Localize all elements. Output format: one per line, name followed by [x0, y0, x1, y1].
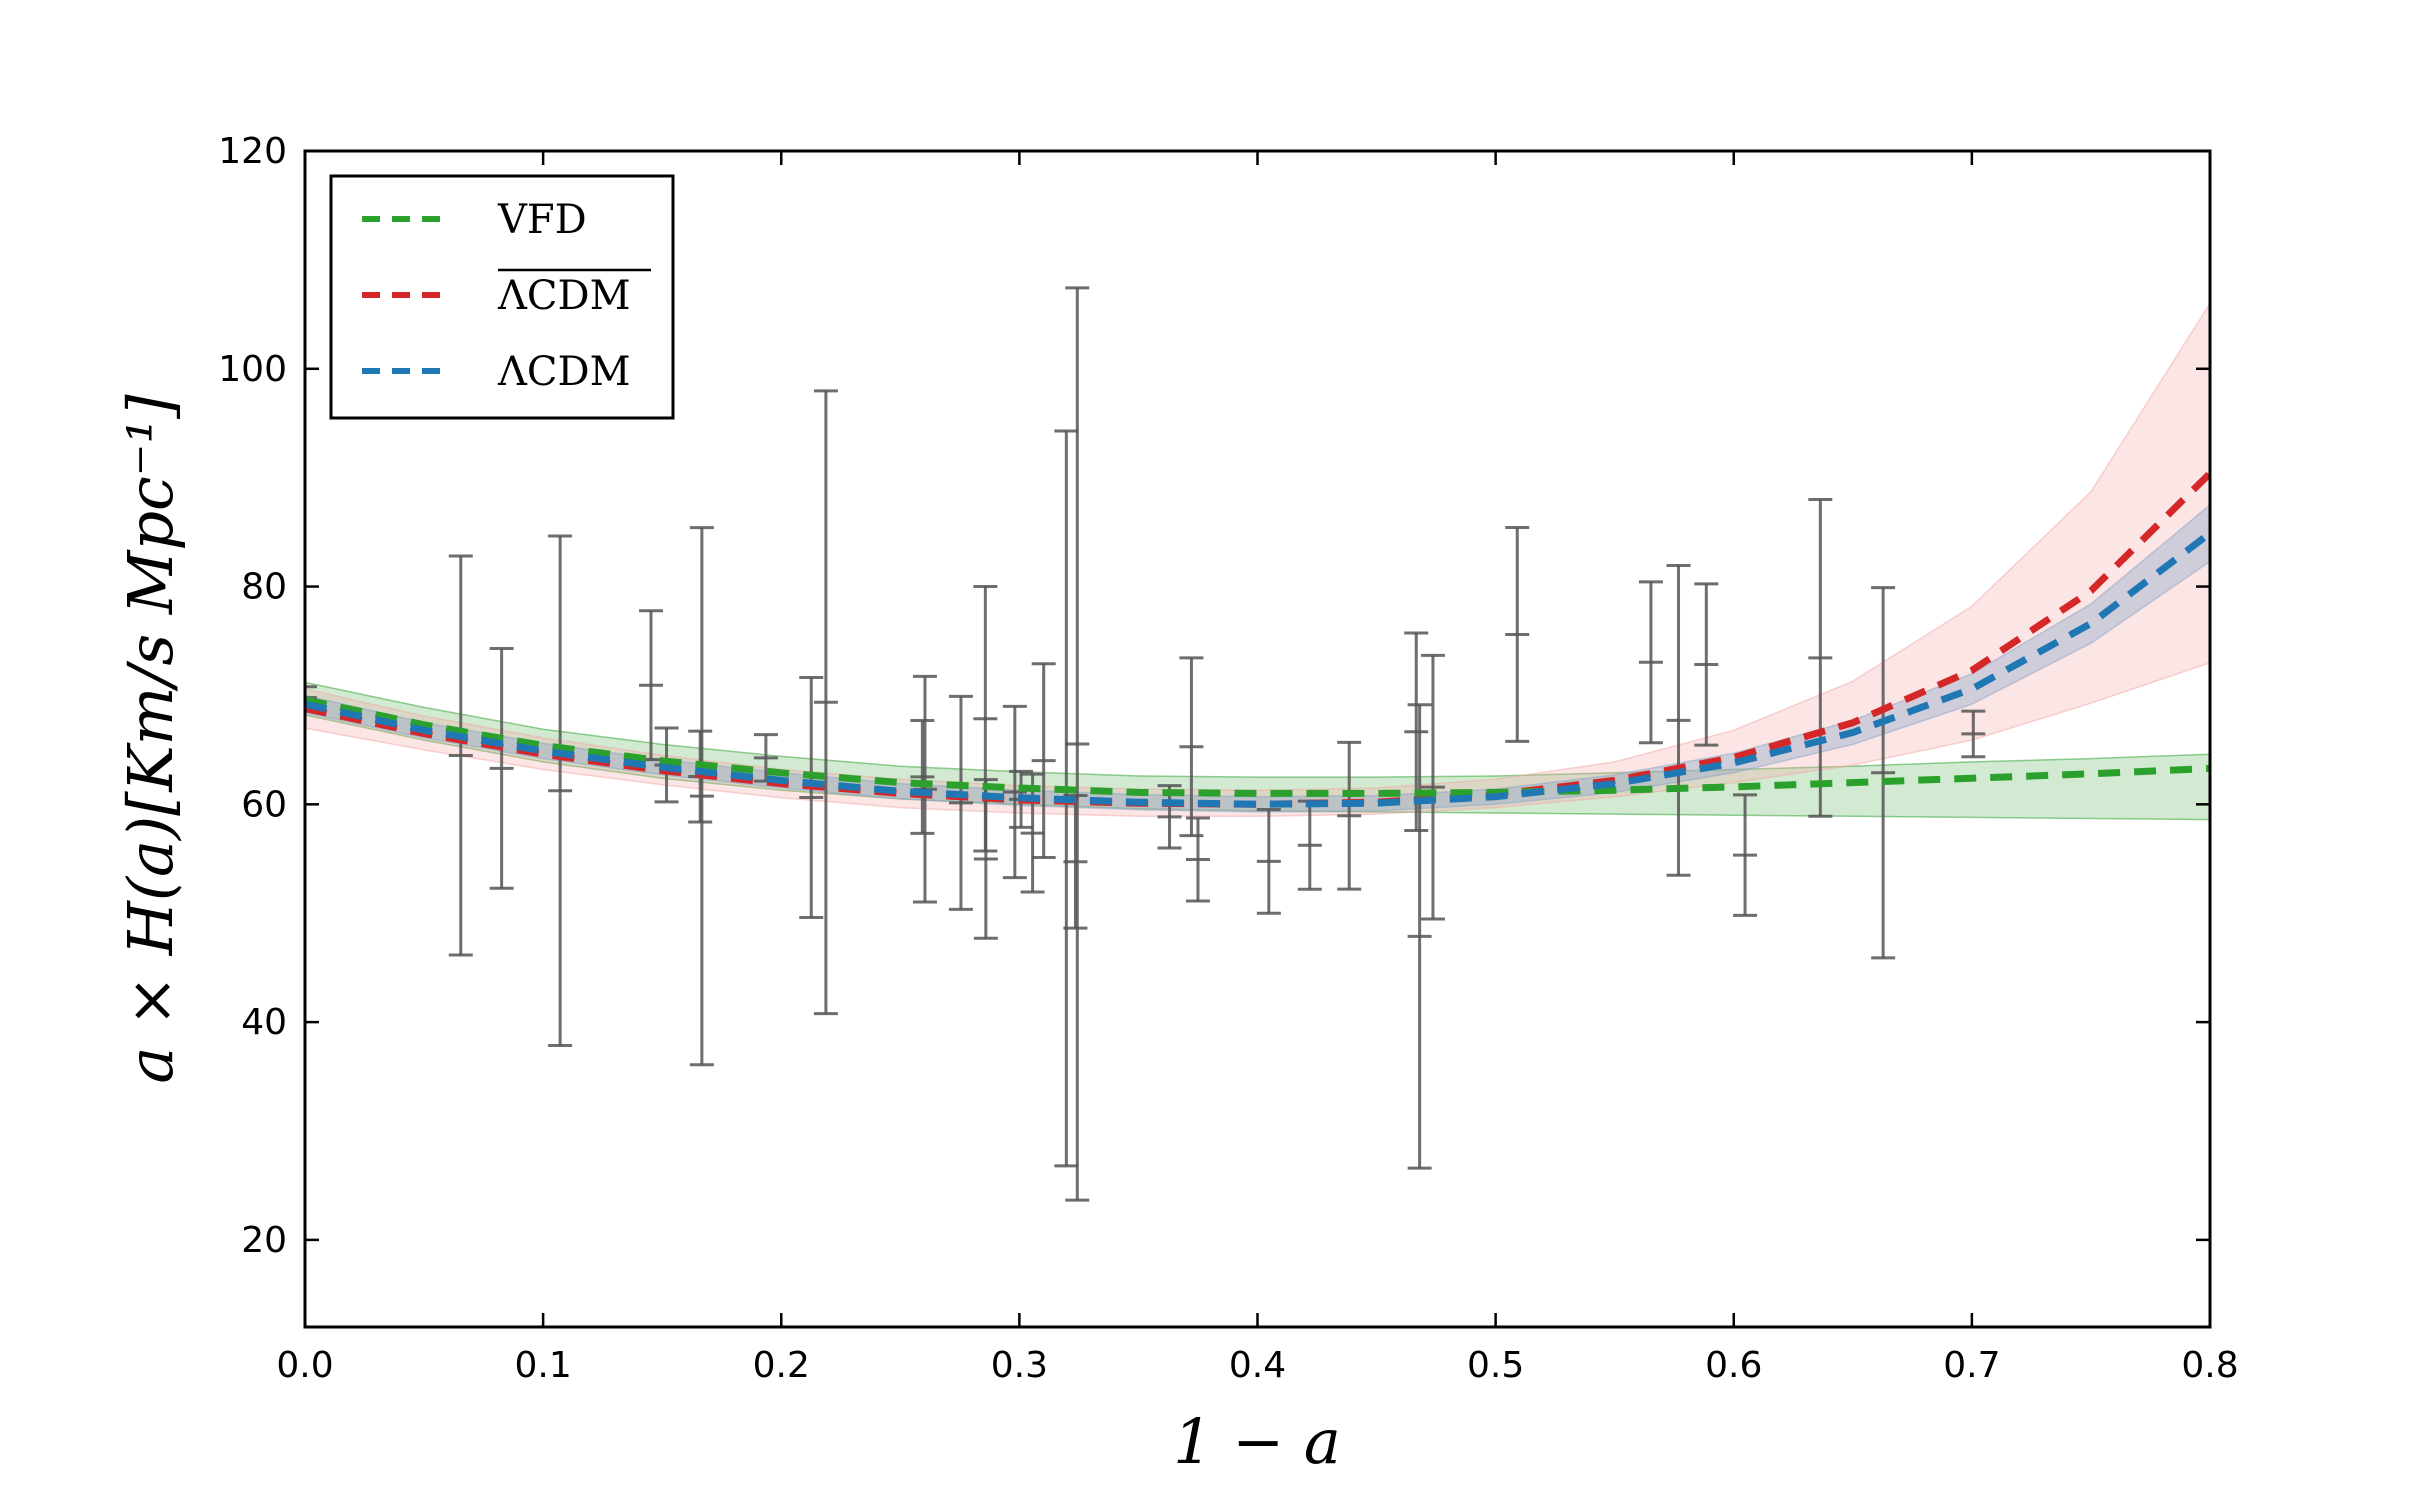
- x-tick-label: 0.7: [1943, 1345, 2000, 1386]
- x-tick-label: 0.0: [276, 1345, 333, 1386]
- error-bar-34: [1020, 772, 1045, 894]
- error-bar-22: [1407, 703, 1432, 1170]
- x-tick-label: 0.3: [991, 1345, 1048, 1386]
- error-bar-18: [1179, 656, 1204, 838]
- y-tick-label: 20: [241, 1220, 287, 1261]
- line-series-0: [305, 696, 2210, 797]
- error-bar-28: [1733, 793, 1758, 917]
- error-bar-19: [1256, 808, 1281, 915]
- x-tick-label: 0.8: [2181, 1345, 2238, 1386]
- legend-label-vfd: VFD: [497, 197, 587, 243]
- error-bar-30: [1871, 586, 1896, 960]
- error-bar-1: [489, 646, 514, 890]
- legend: VFD ΛCDM ΛCDM: [329, 174, 675, 420]
- error-bar-3: [638, 609, 663, 762]
- legend-label-lcdm-bar: ΛCDM: [497, 273, 631, 319]
- error-bar-13: [1002, 704, 1027, 880]
- series-lines: [305, 470, 2210, 808]
- x-tick-label: 0.1: [514, 1345, 571, 1386]
- x-tick-label: 0.2: [753, 1345, 810, 1386]
- y-tick-label: 40: [241, 1002, 287, 1043]
- y-tick-label: 120: [218, 131, 287, 172]
- error-bar-24: [1505, 526, 1530, 743]
- error-bar-14: [1031, 662, 1056, 860]
- error-bar-23: [1420, 653, 1445, 921]
- error-bar-20: [1337, 740, 1362, 891]
- legend-label-lcdm: ΛCDM: [497, 349, 631, 395]
- error-bar-8: [813, 389, 838, 1016]
- error-bar-0: [448, 554, 473, 957]
- error-bar-2: [548, 534, 573, 1047]
- error-bar-27: [1694, 582, 1719, 747]
- error-bar-32: [910, 718, 935, 835]
- error-bars: [305, 286, 1986, 1202]
- axis-ticks: 0.0 0.1 0.2 0.3 0.4 0.5 0.6 0.7 0.8 20 40 60 80 100 12…: [218, 131, 2238, 1386]
- x-tick-label: 0.4: [1229, 1345, 1286, 1386]
- error-bar-12: [973, 778, 998, 940]
- error-bar-10: [948, 694, 973, 911]
- x-tick-label: 0.6: [1705, 1345, 1762, 1386]
- error-bar-16: [1063, 793, 1088, 930]
- band-series-2: [305, 503, 2210, 813]
- line-series-2: [305, 530, 2210, 808]
- y-axis-label: a × H(a)[Km/s Mpc⁻¹]: [114, 394, 187, 1084]
- error-bar-6: [689, 526, 714, 1067]
- error-bar-17: [1065, 286, 1090, 1202]
- y-tick-label: 60: [241, 784, 287, 825]
- error-bar-25: [1638, 580, 1663, 745]
- error-bar-29: [1808, 497, 1833, 818]
- band-series-1: [305, 301, 2210, 818]
- error-bar-26: [1666, 564, 1691, 877]
- y-tick-label: 100: [218, 349, 287, 390]
- legend-frame: [329, 174, 675, 420]
- x-axis-label: 1 − a: [1173, 1405, 1341, 1478]
- error-bar-36: [1185, 816, 1210, 903]
- y-tick-label: 80: [241, 567, 287, 608]
- x-tick-label: 0.5: [1467, 1345, 1524, 1386]
- error-bar-7: [799, 675, 824, 920]
- error-bar-38: [1961, 709, 1986, 759]
